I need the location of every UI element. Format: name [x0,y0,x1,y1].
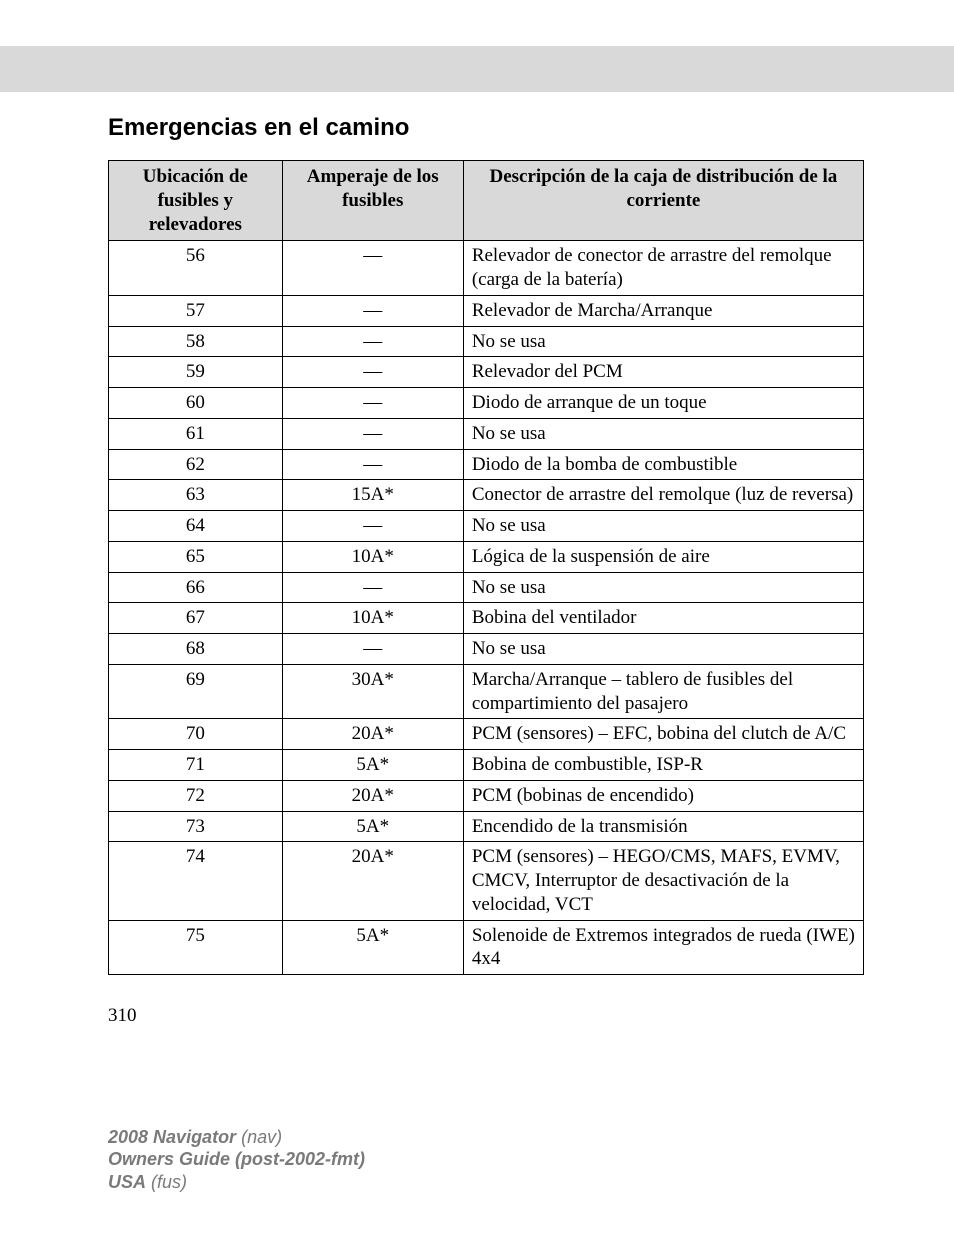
table-row: 56—Relevador de conector de arrastre del… [109,241,864,296]
cell-amperage: — [282,241,463,296]
cell-description: Relevador de Marcha/Arranque [463,295,863,326]
page-number: 310 [108,1005,864,1027]
footer-region-code: (fus) [146,1172,187,1192]
cell-location: 62 [109,449,283,480]
cell-description: Lógica de la suspensión de aire [463,541,863,572]
cell-location: 69 [109,664,283,719]
table-row: 6315A*Conector de arrastre del remolque … [109,480,864,511]
col-header-description: Descripción de la caja de distribución d… [463,161,863,241]
cell-location: 67 [109,603,283,634]
cell-location: 65 [109,541,283,572]
cell-location: 75 [109,920,283,975]
cell-amperage: 20A* [282,780,463,811]
col-header-amperage: Amperaje de los fusibles [282,161,463,241]
cell-amperage: — [282,295,463,326]
cell-description: Diodo de la bomba de combustible [463,449,863,480]
footer-model-code: (nav) [236,1127,282,1147]
page: Emergencias en el camino Ubicación de fu… [0,0,954,1235]
cell-amperage: — [282,449,463,480]
table-row: 61—No se usa [109,418,864,449]
cell-amperage: — [282,634,463,665]
table-row: 715A*Bobina de combustible, ISP-R [109,750,864,781]
cell-description: PCM (sensores) – HEGO/CMS, MAFS, EVMV, C… [463,842,863,920]
header-band [0,46,954,92]
cell-location: 64 [109,511,283,542]
cell-location: 70 [109,719,283,750]
cell-amperage: — [282,418,463,449]
cell-description: Marcha/Arranque – tablero de fusibles de… [463,664,863,719]
cell-location: 71 [109,750,283,781]
cell-description: No se usa [463,572,863,603]
cell-location: 63 [109,480,283,511]
cell-description: Relevador del PCM [463,357,863,388]
footer: 2008 Navigator (nav) Owners Guide (post-… [108,1126,365,1194]
cell-amperage: — [282,511,463,542]
cell-description: PCM (bobinas de encendido) [463,780,863,811]
footer-region: USA [108,1172,146,1192]
cell-location: 60 [109,388,283,419]
cell-amperage: — [282,572,463,603]
footer-line-2: Owners Guide (post-2002-fmt) [108,1148,365,1171]
col-header-location: Ubicación de fusibles y relevadores [109,161,283,241]
table-row: 7220A*PCM (bobinas de encendido) [109,780,864,811]
cell-amperage: 5A* [282,811,463,842]
cell-amperage: 5A* [282,920,463,975]
footer-model: 2008 Navigator [108,1127,236,1147]
table-row: 59—Relevador del PCM [109,357,864,388]
table-row: 57—Relevador de Marcha/Arranque [109,295,864,326]
cell-location: 73 [109,811,283,842]
cell-description: No se usa [463,634,863,665]
section-title: Emergencias en el camino [108,114,864,142]
cell-location: 61 [109,418,283,449]
cell-location: 72 [109,780,283,811]
cell-amperage: 15A* [282,480,463,511]
cell-amperage: 5A* [282,750,463,781]
fuse-table: Ubicación de fusibles y relevadores Ampe… [108,160,864,975]
cell-amperage: 20A* [282,842,463,920]
cell-description: PCM (sensores) – EFC, bobina del clutch … [463,719,863,750]
cell-amperage: 10A* [282,541,463,572]
table-row: 7420A*PCM (sensores) – HEGO/CMS, MAFS, E… [109,842,864,920]
cell-description: Bobina del ventilador [463,603,863,634]
table-row: 7020A*PCM (sensores) – EFC, bobina del c… [109,719,864,750]
table-row: 66—No se usa [109,572,864,603]
table-row: 64—No se usa [109,511,864,542]
table-row: 6930A*Marcha/Arranque – tablero de fusib… [109,664,864,719]
cell-description: Conector de arrastre del remolque (luz d… [463,480,863,511]
cell-location: 57 [109,295,283,326]
cell-amperage: — [282,388,463,419]
table-row: 6710A*Bobina del ventilador [109,603,864,634]
cell-description: Encendido de la transmisión [463,811,863,842]
cell-location: 58 [109,326,283,357]
cell-amperage: 30A* [282,664,463,719]
cell-amperage: 10A* [282,603,463,634]
table-row: 58—No se usa [109,326,864,357]
cell-location: 56 [109,241,283,296]
cell-description: Solenoide de Extremos integrados de rued… [463,920,863,975]
table-row: 735A*Encendido de la transmisión [109,811,864,842]
table-row: 755A*Solenoide de Extremos integrados de… [109,920,864,975]
cell-description: No se usa [463,418,863,449]
table-row: 68—No se usa [109,634,864,665]
footer-line-1: 2008 Navigator (nav) [108,1126,365,1149]
cell-location: 66 [109,572,283,603]
table-row: 62—Diodo de la bomba de combustible [109,449,864,480]
cell-description: No se usa [463,326,863,357]
table-body: 56—Relevador de conector de arrastre del… [109,241,864,975]
cell-description: Diodo de arranque de un toque [463,388,863,419]
cell-description: No se usa [463,511,863,542]
cell-amperage: — [282,357,463,388]
cell-description: Bobina de combustible, ISP-R [463,750,863,781]
table-row: 6510A*Lógica de la suspensión de aire [109,541,864,572]
cell-amperage: — [282,326,463,357]
cell-location: 59 [109,357,283,388]
table-header: Ubicación de fusibles y relevadores Ampe… [109,161,864,241]
cell-description: Relevador de conector de arrastre del re… [463,241,863,296]
table-row: 60—Diodo de arranque de un toque [109,388,864,419]
cell-location: 74 [109,842,283,920]
cell-amperage: 20A* [282,719,463,750]
cell-location: 68 [109,634,283,665]
footer-line-3: USA (fus) [108,1171,365,1194]
